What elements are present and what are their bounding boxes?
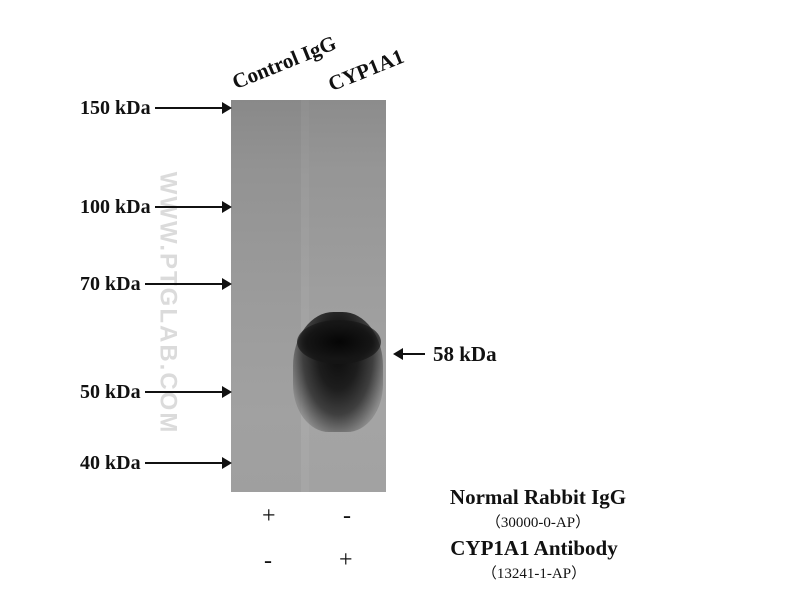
marker-50: 50 kDa (80, 380, 233, 404)
marker-label: 50 kDa (80, 380, 141, 403)
cyp-lane1-sign: - (264, 548, 272, 574)
reagent-catalog: （30000-0-AP） (485, 515, 591, 531)
blot-membrane (231, 100, 386, 492)
lane-label-control-igg: Control IgG (228, 30, 340, 95)
arrow-left-icon (393, 348, 425, 360)
protein-band-core (297, 320, 381, 364)
marker-150: 150 kDa (80, 96, 233, 120)
reagent-normal-rabbit-igg: Normal Rabbit IgG （30000-0-AP） (408, 485, 668, 532)
reagent-catalog: （13241-1-AP） (481, 566, 587, 582)
marker-70: 70 kDa (80, 272, 233, 296)
watermark: WWW.PTGLAB.COM (152, 110, 182, 495)
lane-1-region (231, 100, 301, 492)
reagent-name: CYP1A1 Antibody (450, 536, 618, 560)
band-size-marker: 58 kDa (393, 341, 497, 366)
band-size-label: 58 kDa (433, 341, 497, 366)
arrow-right-icon (144, 278, 233, 290)
arrow-right-icon (154, 102, 233, 114)
reagent-cyp1a1-antibody: CYP1A1 Antibody （13241-1-AP） (404, 536, 664, 583)
arrow-right-icon (144, 457, 233, 469)
marker-40: 40 kDa (80, 451, 233, 475)
marker-label: 70 kDa (80, 272, 141, 295)
arrow-right-icon (154, 201, 233, 213)
lane-2-region (309, 100, 386, 492)
reagent-name: Normal Rabbit IgG (449, 485, 627, 509)
marker-label: 100 kDa (80, 195, 151, 218)
marker-label: 150 kDa (80, 96, 151, 119)
marker-100: 100 kDa (80, 195, 233, 219)
igg-lane2-sign: - (343, 503, 351, 529)
cyp-lane2-sign: + (339, 547, 353, 573)
igg-lane1-sign: + (262, 503, 276, 529)
marker-label: 40 kDa (80, 451, 141, 474)
arrow-right-icon (144, 386, 233, 398)
